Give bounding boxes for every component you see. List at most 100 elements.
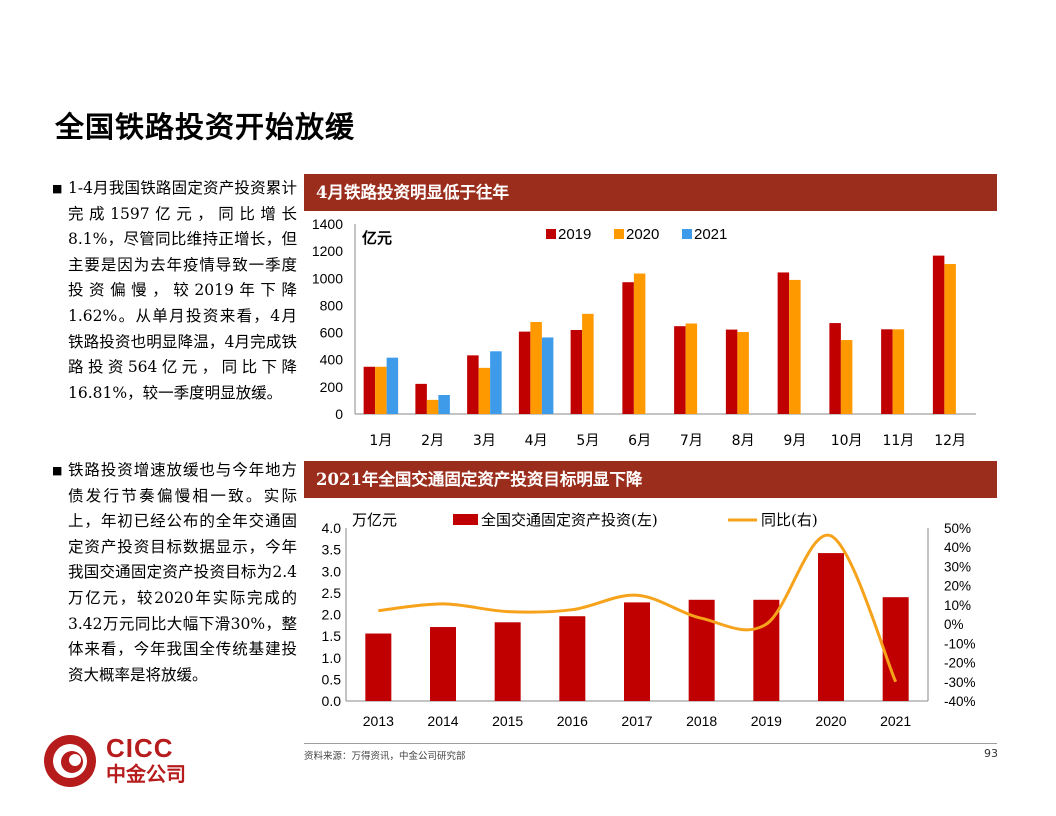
chart2-bar [624, 602, 650, 701]
chart2-left-tick-label: 3.5 [322, 542, 342, 558]
cicc-logo-icon [44, 735, 96, 787]
chart1-bar [582, 313, 594, 414]
chart2-left-tick-label: 2.0 [322, 607, 342, 623]
logo-text-en: CICC [106, 733, 174, 763]
chart2-left-tick-label: 1.5 [322, 628, 342, 644]
chart2-right-tick-label: 20% [944, 579, 971, 594]
chart2-left-tick-label: 1.0 [322, 650, 342, 666]
bullet-transport: ■ 铁路投资增速放缓也与今年地方债发行节奏偏慢相一致。实际上，年初已经公布的全年… [52, 458, 297, 688]
chart2-title: 2021年全国交通固定资产投资目标明显下降 [304, 461, 997, 498]
chart1-bar [892, 329, 905, 414]
chart1-bar [789, 279, 801, 414]
chart2-right-tick-label: -10% [944, 636, 976, 651]
bullet-railway: ■ 1-4月我国铁路固定资产投资累计完成1597亿元，同比增长8.1%，尽管同比… [52, 176, 297, 406]
chart1-ytick-label: 1400 [312, 216, 343, 232]
chart1-bar [375, 366, 387, 414]
chart2-right-tick-label: 10% [944, 598, 971, 613]
chart2-right-tick-label: 30% [944, 559, 971, 574]
chart2-xtick-label: 2017 [621, 713, 652, 729]
chart1-bar [363, 366, 376, 414]
chart1-xtick-label: 4月 [525, 433, 548, 449]
chart1-xtick-label: 12月 [934, 433, 966, 449]
chart2-xtick-label: 2020 [815, 713, 846, 729]
chart1-ytick-label: 1200 [312, 243, 343, 259]
logo-text-cn: 中金公司 [106, 762, 186, 786]
chart1-bar [737, 332, 749, 414]
chart1-ytick-label: 1000 [312, 270, 343, 286]
chart2-right-tick-label: 0% [944, 617, 964, 632]
chart2-right-tick-label: 40% [944, 540, 971, 555]
chart1-bar [725, 329, 738, 414]
chart1-xtick-label: 5月 [576, 433, 599, 449]
chart2-bar [882, 597, 909, 701]
chart1-legend-label: 2019 [558, 226, 591, 243]
page-number: 93 [984, 747, 998, 760]
bullet-square-icon: ■ [52, 464, 63, 477]
chart1-ytick-label: 400 [320, 352, 344, 368]
bullet-text: 铁路投资增速放缓也与今年地方债发行节奏偏慢相一致。实际上，年初已经公布的全年交通… [68, 461, 297, 684]
chart2-bar [559, 616, 586, 701]
chart2-xtick-label: 2018 [686, 713, 717, 729]
footer-divider [304, 743, 997, 744]
chart1-bar [467, 355, 479, 414]
chart1-legend-swatch [682, 229, 692, 239]
chart1-xtick-label: 11月 [882, 433, 914, 449]
bullet-text: 1-4月我国铁路固定资产投资累计完成1597亿元，同比增长8.1%，尽管同比维持… [68, 179, 297, 402]
chart2-left-tick-label: 2.5 [322, 585, 342, 601]
chart1-bar [386, 357, 399, 414]
chart2-legend-bar-label: 全国交通固定资产投资(左) [481, 511, 658, 529]
chart1-xtick-label: 10月 [831, 433, 863, 449]
chart1-xtick-label: 3月 [473, 433, 496, 449]
source-note: 资料来源：万得资讯，中金公司研究部 [304, 751, 466, 762]
chart1-bar [777, 272, 790, 414]
chart1-bar [881, 329, 893, 414]
chart2-xtick-label: 2014 [427, 713, 458, 729]
chart2-xtick-label: 2021 [880, 713, 911, 729]
chart1-xtick-label: 8月 [732, 433, 755, 449]
chart1-bar [518, 331, 531, 414]
chart1-bar [622, 282, 634, 414]
chart2-bar [494, 622, 521, 701]
page-title: 全国铁路投资开始放缓 [55, 110, 356, 144]
chart1-xtick-label: 9月 [783, 433, 806, 449]
chart2-xtick-label: 2013 [363, 713, 394, 729]
chart2-left-tick-label: 3.0 [322, 563, 342, 579]
chart1-bar [541, 337, 554, 414]
chart1-bar [840, 340, 853, 414]
chart2-right-tick-label: -40% [944, 694, 976, 709]
chart2-right-tick-label: -30% [944, 675, 976, 690]
chart1-bar [478, 367, 491, 414]
chart2-xtick-label: 2015 [492, 713, 523, 729]
chart2-legend-line-label: 同比(右) [761, 511, 818, 529]
chart2-bar [365, 633, 392, 701]
chart2-left-ylabel: 万亿元 [352, 511, 397, 529]
chart1-bar [674, 326, 686, 414]
chart1-ytick-label: 600 [320, 325, 344, 341]
chart1-ytick-label: 200 [320, 379, 344, 395]
chart1-xtick-label: 7月 [680, 433, 703, 449]
chart2-legend-bar-swatch [453, 514, 478, 525]
chart1-bar [944, 264, 956, 414]
chart2-bar [430, 627, 456, 701]
chart1-xtick-label: 2月 [421, 433, 444, 449]
chart2-xtick-label: 2016 [557, 713, 588, 729]
chart1-xtick-label: 1月 [369, 433, 392, 449]
chart1-bar [530, 321, 542, 414]
chart1-bar [490, 351, 502, 414]
chart2-right-tick-label: 50% [944, 521, 971, 536]
chart1-ytick-label: 0 [335, 406, 343, 422]
chart2-yoy-line [378, 533, 898, 683]
chart1-xtick-label: 6月 [628, 433, 651, 449]
chart1-bar [426, 399, 439, 414]
chart1-bar [415, 383, 427, 414]
chart1-ylabel: 亿元 [362, 229, 392, 247]
chart2-xtick-label: 2019 [751, 713, 782, 729]
chart2-left-tick-label: 0.5 [322, 671, 342, 687]
bullet-square-icon: ■ [52, 182, 63, 195]
chart1-bar [438, 395, 450, 414]
chart1-legend-swatch [614, 229, 624, 239]
chart1-bar [932, 255, 945, 414]
chart1-legend-label: 2020 [626, 226, 659, 243]
chart1-title: 4月铁路投资明显低于往年 [304, 174, 997, 211]
